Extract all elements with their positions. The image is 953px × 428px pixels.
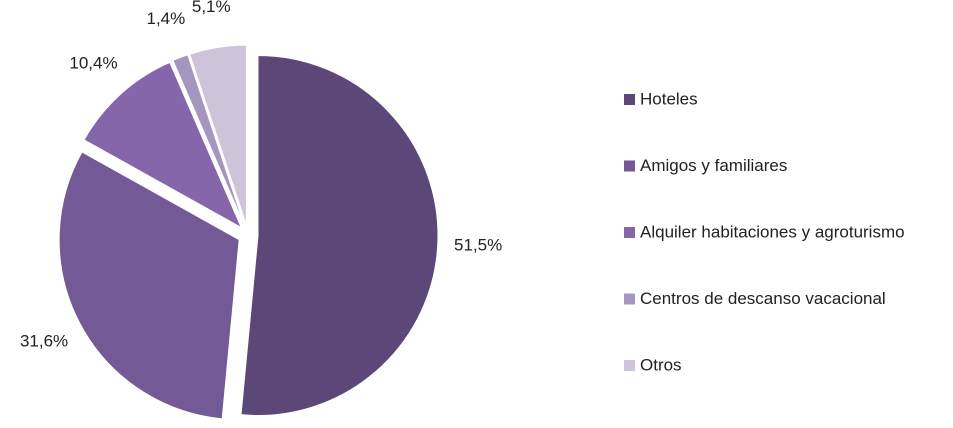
legend-swatch (624, 360, 635, 371)
legend-label: Hoteles (640, 89, 698, 108)
data-label: 31,6% (20, 332, 68, 351)
pie-slice (189, 44, 247, 226)
data-label: 1,4% (147, 9, 186, 28)
pie-slice (58, 151, 240, 420)
pie-slice (172, 54, 245, 226)
legend-swatch (624, 293, 635, 305)
data-label: 5,1% (192, 0, 231, 16)
legend-label: Amigos y familiares (640, 156, 787, 175)
data-label: 10,4% (69, 54, 117, 73)
legend-label: Alquiler habitaciones y agroturismo (640, 222, 905, 241)
pie-slice (240, 54, 439, 416)
data-label: 51,5% (454, 235, 502, 254)
legend-swatch (624, 227, 635, 238)
pie-slice (83, 61, 243, 229)
legend-label: Centros de descanso vacacional (640, 289, 886, 308)
legend-swatch (624, 160, 635, 172)
legend-label: Otros (640, 355, 682, 374)
legend-swatch (624, 94, 635, 105)
